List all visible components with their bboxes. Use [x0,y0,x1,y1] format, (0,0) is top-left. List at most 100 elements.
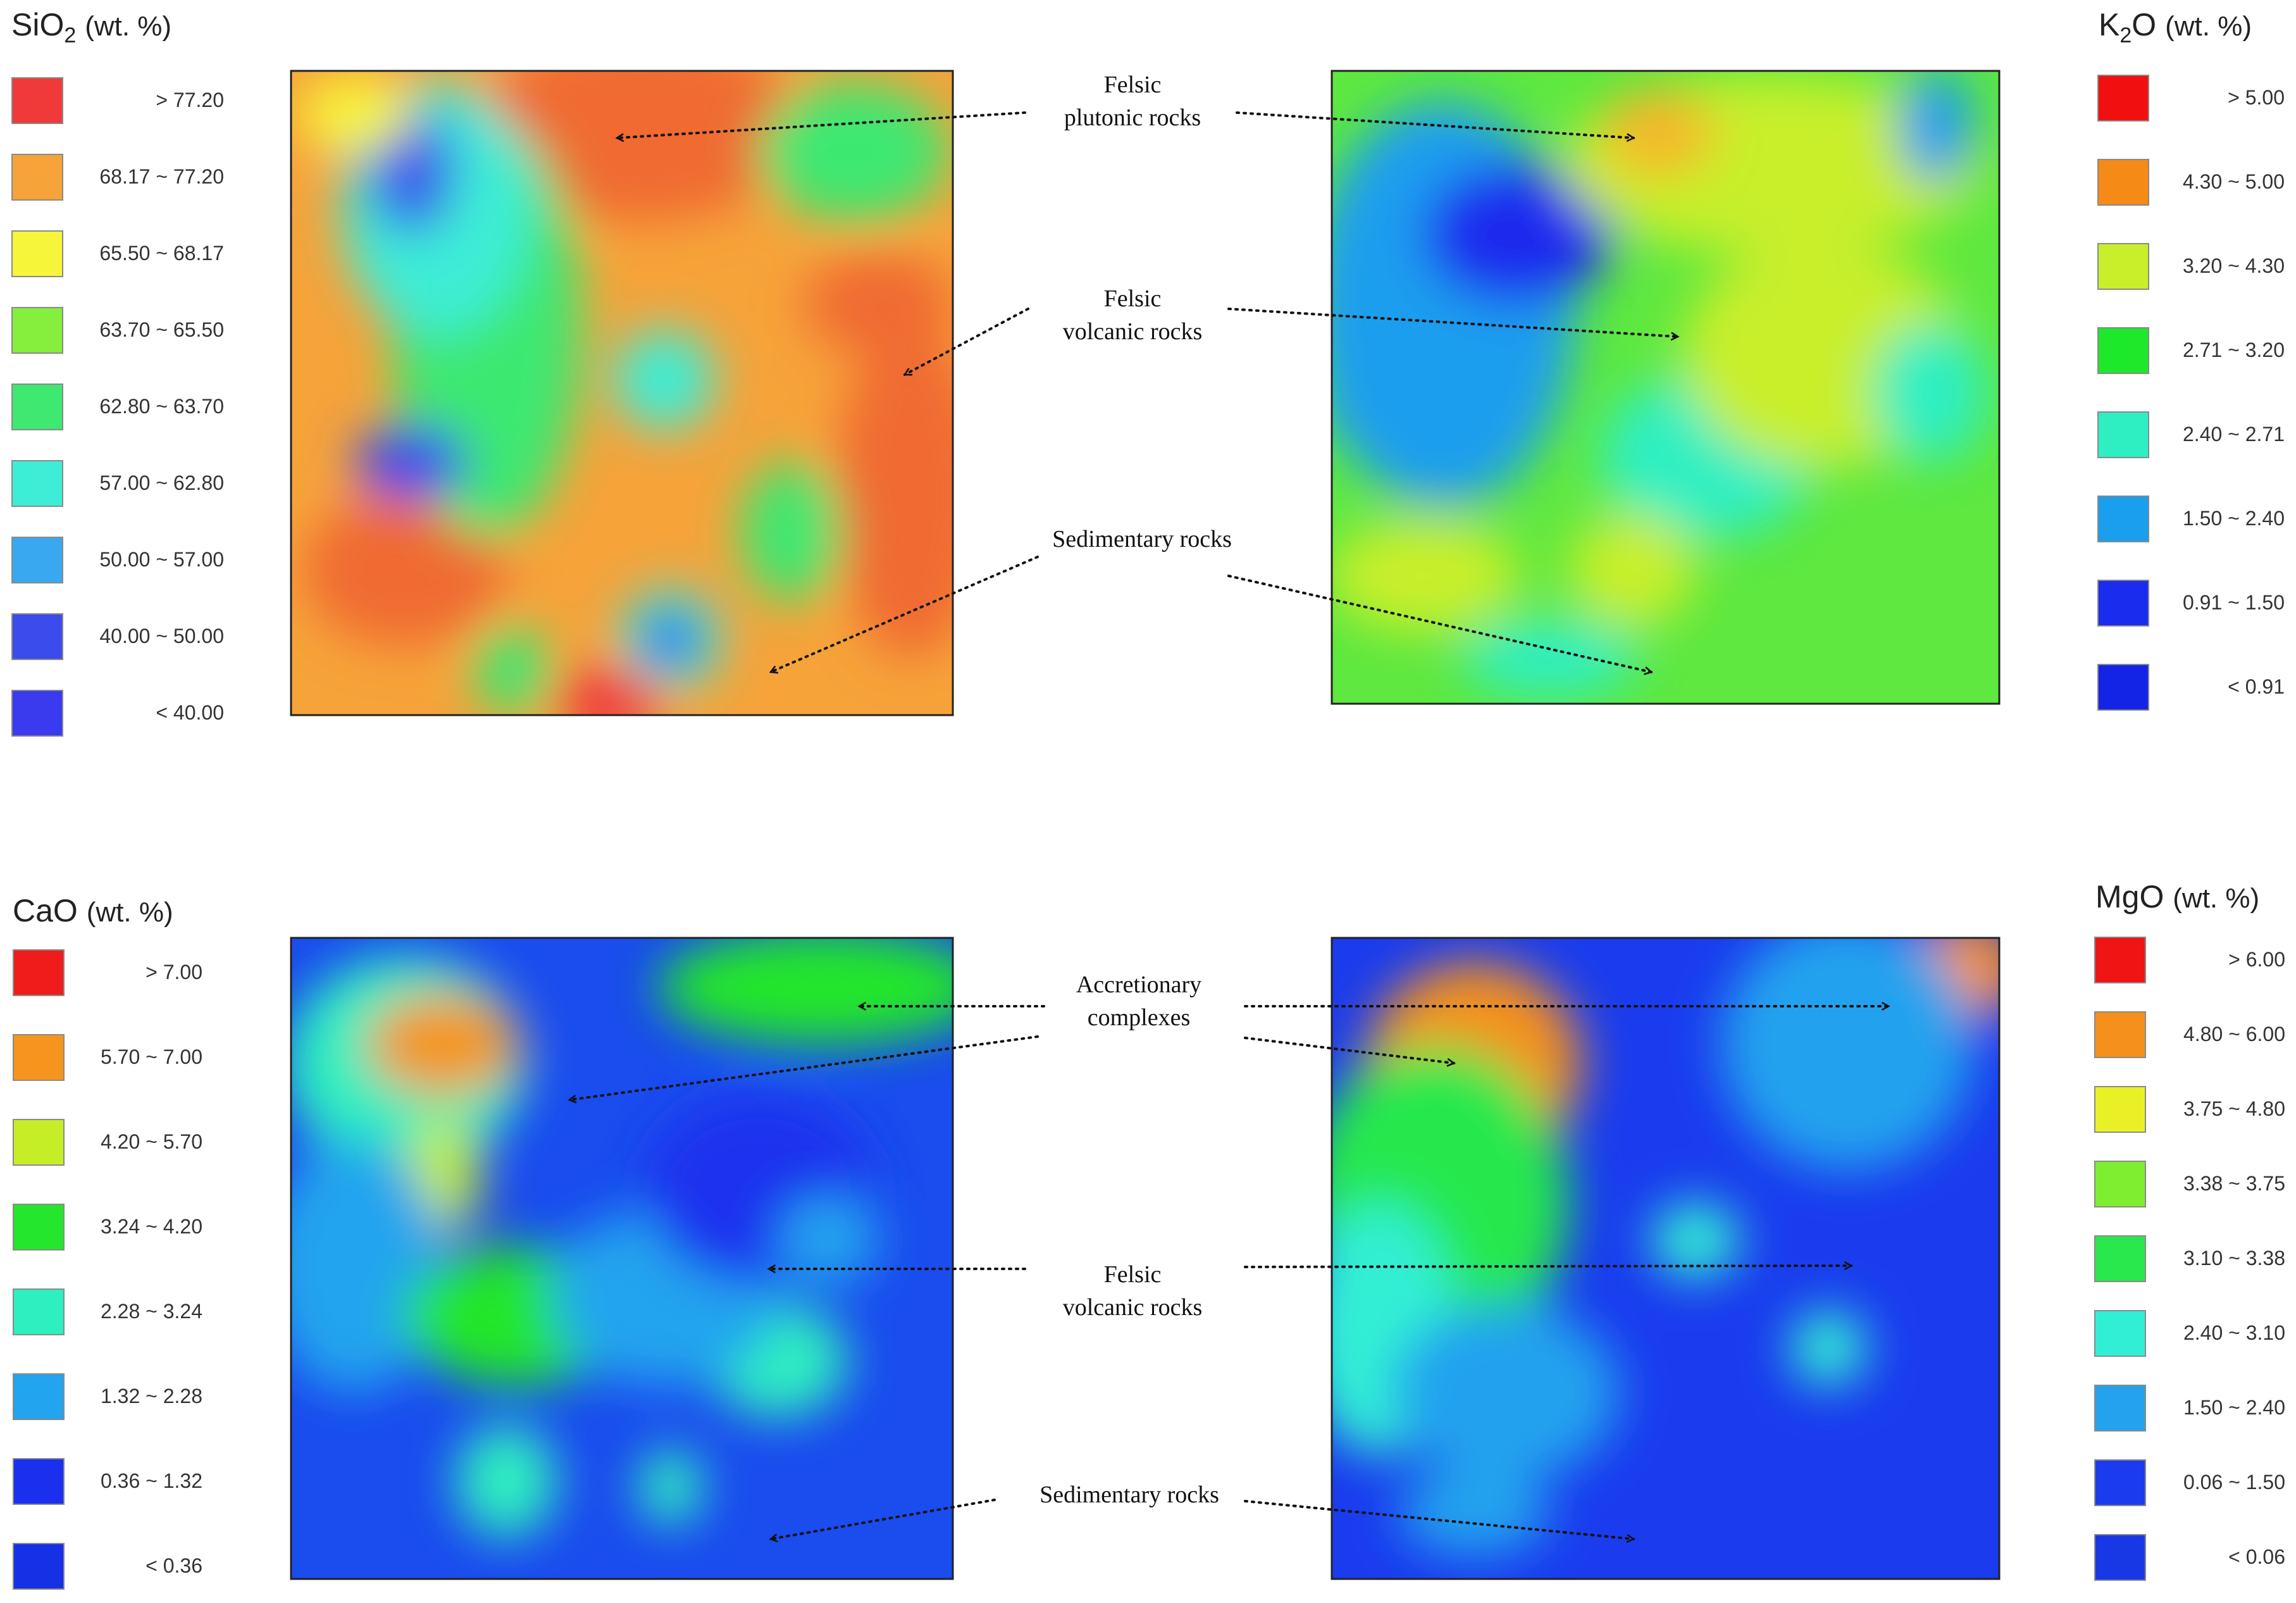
legend-k2o: K2O (wt. %) > 5.00 4.30 ~ 5.00 3.20 ~ 4.30… [2097,6,2287,728]
legend-label: 3.24 ~ 4.20 [100,1215,202,1238]
legend-item: 1.50 ~ 2.40 [2094,1385,2285,1435]
arrow-sedimentary-bottom-left [771,1499,996,1539]
legend-label: 2.28 ~ 3.24 [100,1300,202,1323]
leader-lines [569,111,1889,1539]
legend-item: 0.36 ~ 1.32 [13,1458,202,1509]
legend-title: SiO2 (wt. %) [11,6,171,48]
mgo-zone [1721,938,1974,1171]
legend-swatch [11,230,63,277]
legend-swatch [13,1458,65,1505]
annotation-line: Sedimentary rocks [1039,1481,1219,1508]
legend-label: 50.00 ~ 57.00 [99,548,224,571]
k2o-map [1332,71,1999,704]
mgo-zone [1392,1304,1620,1481]
cao-zone [658,938,953,1044]
k2o-zone [1569,513,1696,627]
legend-label: 4.30 ~ 5.00 [2182,170,2285,193]
legend-swatch [11,690,63,737]
annotation-line: plutonic rocks [1064,104,1201,131]
oxide-subscript: 2 [2119,23,2132,47]
annotation-line: Felsic [1103,285,1162,312]
legend-item: 50.00 ~ 57.00 [11,537,224,587]
legend-label: 65.50 ~ 68.17 [99,242,224,265]
legend-item: 2.71 ~ 3.20 [2097,327,2285,378]
annotation-line: volcanic rocks [1062,318,1203,345]
sio2-zone [304,494,506,646]
legend-item: 1.50 ~ 2.40 [2097,496,2285,546]
cao-zone [456,1424,557,1538]
legend-item: 5.70 ~ 7.00 [13,1034,202,1085]
legend-item: 0.91 ~ 1.50 [2097,580,2285,630]
legend-label: 2.40 ~ 3.10 [2183,1321,2285,1344]
arrow-accretionary-right-2 [1244,1037,1454,1063]
cao-zone [778,1196,879,1285]
legend-item: 57.00 ~ 62.80 [11,460,224,511]
sio2-zone [297,76,411,152]
legend-item: > 6.00 [2094,937,2285,987]
arrow-felsic-plutonic-left [617,111,1026,138]
legend-label: 3.20 ~ 4.30 [2182,254,2285,277]
legend-title: MgO (wt. %) [2095,878,2259,915]
unit-label: (wt. %) [2173,883,2260,914]
legend-item: 0.06 ~ 1.50 [2094,1459,2285,1510]
annotation-felsic-volcanic-top: Felsic volcanic rocks [1038,282,1227,348]
legend-label: 2.40 ~ 2.71 [2182,423,2285,446]
sio2-map [291,71,953,715]
legend-label: 1.32 ~ 2.28 [100,1385,202,1407]
sio2-zone [835,329,953,658]
legend-label: < 0.06 [2228,1545,2285,1568]
legend-swatch [13,1543,65,1590]
legend-swatch [2097,75,2149,122]
k2o-zone [1461,620,1639,696]
legend-label: 40.00 ~ 50.00 [99,625,224,647]
legend-item: > 7.00 [13,949,202,1000]
annotation-sedimentary-bottom: Sedimentary rocks [1000,1478,1259,1511]
legend-item: 4.30 ~ 5.00 [2097,159,2285,209]
k2o-zone [1898,71,1974,184]
cao-map [291,938,953,1579]
legend-swatch [11,154,63,201]
legend-cao: CaO (wt. %) > 7.00 5.70 ~ 7.00 4.20 ~ 5.70… [13,892,215,1601]
mgo-zone [1790,1310,1866,1386]
legend-label: > 6.00 [2228,948,2285,971]
cao-zone [367,994,519,1095]
mgo-map [1332,938,1999,1579]
cao-zone [291,1139,443,1392]
legend-swatch [2097,327,2149,374]
legend-item: 2.40 ~ 2.71 [2097,411,2285,462]
sio2-map-frame [290,70,954,716]
legend-swatch [2097,664,2149,711]
annotation-line: complexes [1087,1004,1191,1031]
oxide-name: SiO [11,7,65,42]
legend-label: 2.71 ~ 3.20 [2182,339,2285,361]
arrow-sedimentary-top-right [1227,575,1651,672]
legend-item: > 77.20 [11,77,224,128]
legend-item: < 40.00 [11,690,224,740]
annotation-line: Felsic [1103,72,1162,98]
unit-label: (wt. %) [86,897,173,928]
sio2-zone [740,462,841,601]
legend-item: 4.80 ~ 6.00 [2094,1011,2285,1062]
sio2-zone [354,424,468,500]
oxide-name-tail: O [2132,7,2157,42]
legend-label: 62.80 ~ 63.70 [99,395,224,418]
legend-item: < 0.06 [2094,1534,2285,1585]
legend-label: 68.17 ~ 77.20 [99,165,224,188]
annotation-line: Accretionary [1076,971,1202,998]
arrow-sedimentary-bottom-right [1244,1500,1634,1539]
legend-item: 63.70 ~ 65.50 [11,307,224,358]
legend-swatch [11,307,63,354]
legend-item: 2.28 ~ 3.24 [13,1288,202,1339]
k2o-zone [1332,519,1518,633]
legend-swatch [2094,1459,2146,1506]
legend-swatch [2097,159,2149,206]
arrow-sedimentary-top-left [771,556,1039,672]
mgo-zone [1651,1202,1740,1278]
arrow-felsic-volcanic-left [905,308,1029,376]
legend-item: 3.20 ~ 4.30 [2097,243,2285,294]
sio2-zone [804,253,953,354]
oxide-name: K [2099,7,2120,42]
sio2-zone [475,627,550,715]
legend-swatch [11,460,63,507]
